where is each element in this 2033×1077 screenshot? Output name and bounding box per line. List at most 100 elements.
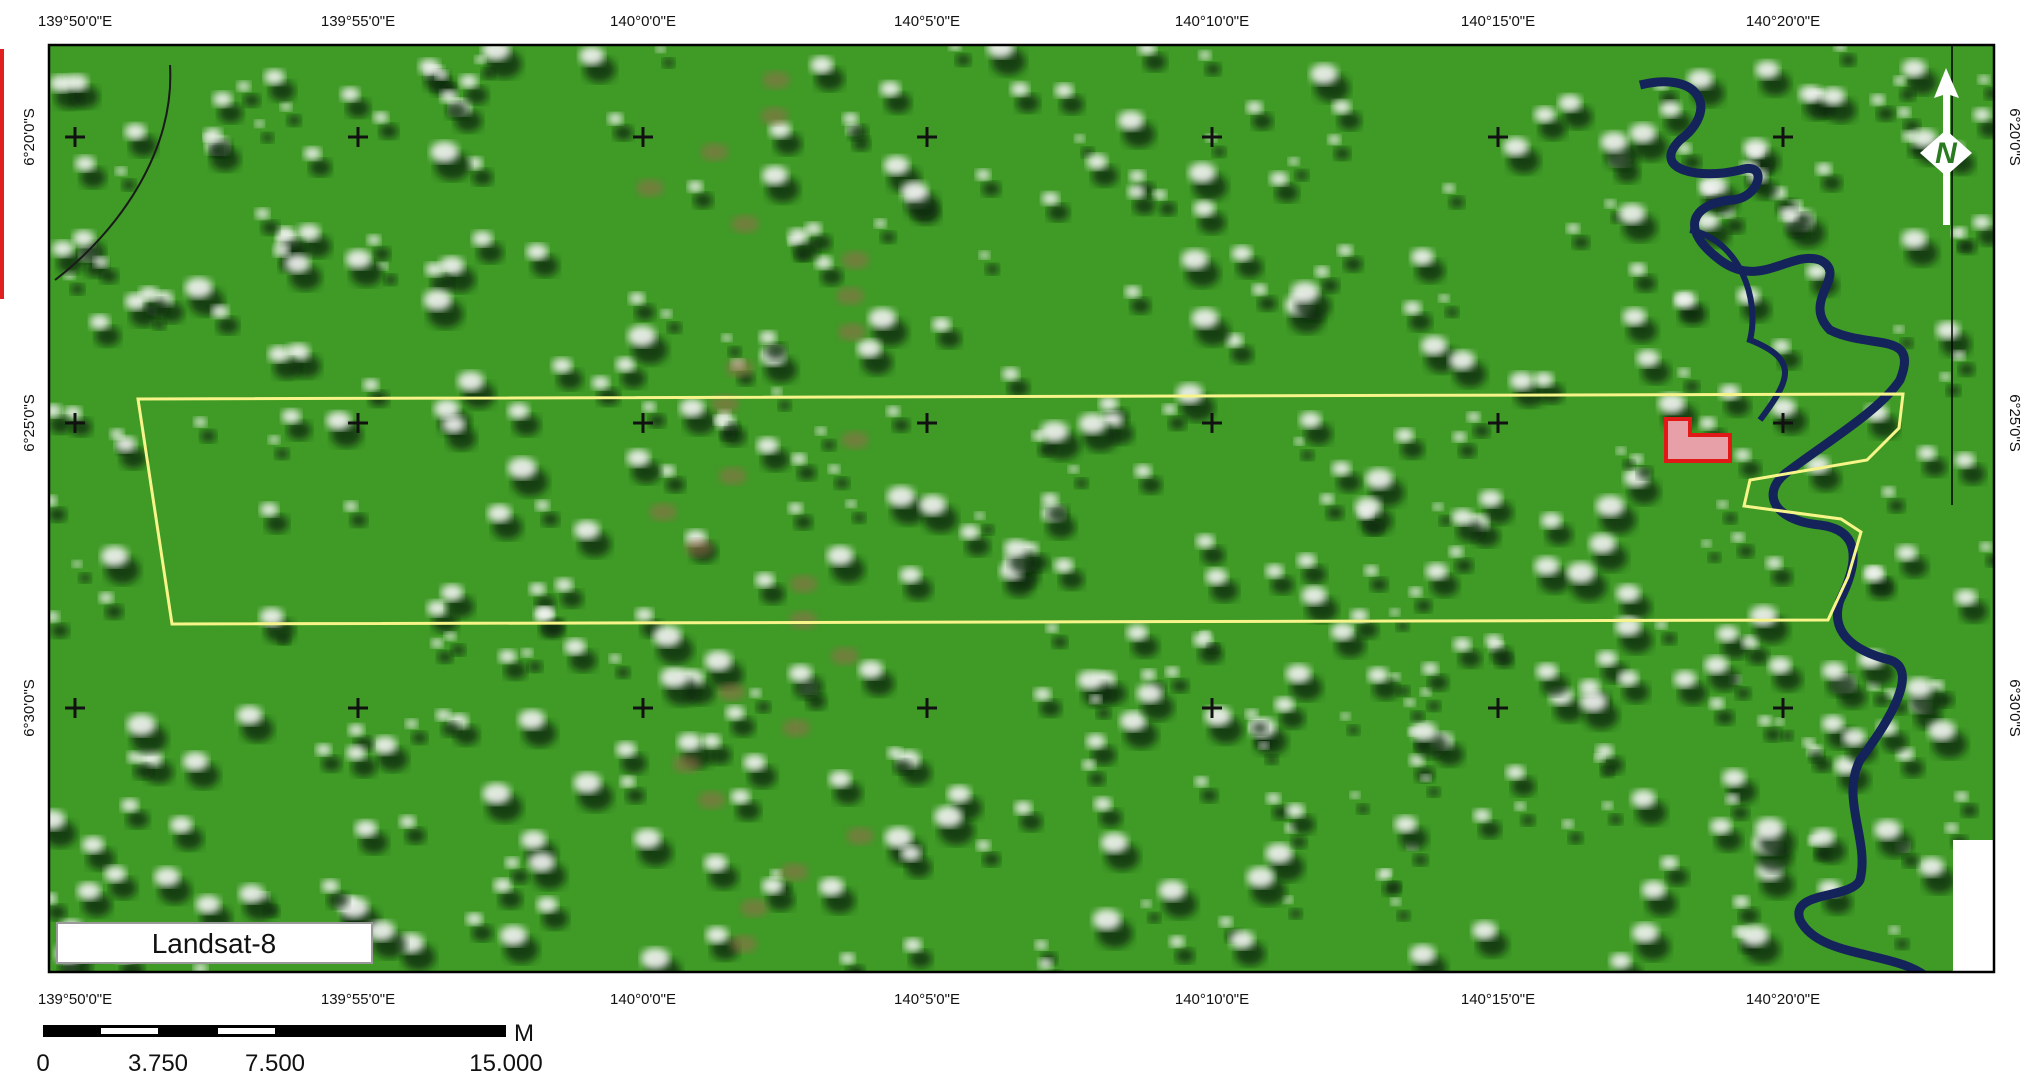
- cloud: [828, 770, 852, 788]
- cloud: [373, 111, 389, 123]
- cloud: [1082, 759, 1096, 770]
- cloud: [1677, 368, 1690, 377]
- cloud-shadow: [383, 274, 398, 286]
- cloud: [346, 745, 366, 761]
- cloud: [399, 815, 416, 828]
- cloud-shadow: [1888, 499, 1905, 513]
- cloud-shadow: [51, 623, 69, 638]
- cloud: [120, 798, 139, 812]
- cloud: [635, 608, 654, 622]
- cloud-shadow: [1738, 544, 1754, 558]
- cloud: [430, 141, 459, 163]
- cloud: [634, 828, 661, 849]
- cloud: [115, 436, 137, 452]
- cloud-shadow: [471, 924, 493, 942]
- cloud-shadow: [1210, 579, 1239, 602]
- grid-cross: [1488, 127, 1508, 147]
- cloud-shadow: [1449, 196, 1465, 209]
- cloud: [1432, 502, 1443, 511]
- cloud-shadow: [1099, 809, 1122, 827]
- cloud-shadow: [1946, 385, 1961, 397]
- cloud: [660, 667, 688, 688]
- cloud-shadow: [1295, 169, 1309, 181]
- cloud: [1034, 940, 1048, 950]
- cloud: [115, 166, 127, 176]
- clearing: [789, 575, 818, 593]
- cloud-shadow: [87, 847, 115, 870]
- cloud-shadow: [955, 54, 971, 66]
- clearing: [700, 143, 729, 161]
- cloud-shadow: [373, 247, 391, 261]
- cloud: [1566, 223, 1580, 234]
- cloud: [507, 457, 537, 479]
- cloud: [1798, 85, 1822, 103]
- cloud-shadow: [1445, 307, 1459, 318]
- cloud: [1205, 568, 1228, 585]
- cloud-shadow: [1399, 827, 1428, 850]
- cloud-shadow: [346, 98, 370, 118]
- cloud: [1806, 263, 1828, 280]
- cloud: [474, 55, 486, 64]
- cloud: [1086, 733, 1106, 749]
- cloud-shadow: [1207, 643, 1220, 654]
- cloud: [607, 113, 623, 125]
- cloud: [1881, 486, 1896, 497]
- cloud: [442, 415, 466, 434]
- river: [1638, 77, 1928, 972]
- cloud-shadow: [70, 283, 85, 295]
- cloud-shadow: [1961, 803, 1978, 818]
- cloud-shadow: [1683, 155, 1701, 170]
- cloud-shadow: [200, 976, 217, 990]
- cloud: [259, 502, 279, 517]
- cloud: [344, 501, 358, 512]
- cloud: [1863, 566, 1885, 583]
- cloud-shadow: [1731, 806, 1749, 820]
- cloud-shadow: [541, 512, 559, 527]
- cloud: [1722, 769, 1746, 787]
- cloud: [526, 243, 548, 260]
- grid-cross: [917, 127, 937, 147]
- cloud: [819, 877, 844, 897]
- cloud: [1768, 656, 1792, 674]
- cloud-shadow: [1363, 519, 1384, 536]
- cloud: [787, 228, 809, 244]
- cloud: [435, 709, 451, 721]
- cloud-shadow: [1304, 423, 1332, 445]
- cloud: [139, 286, 159, 301]
- cloud: [1288, 157, 1299, 166]
- cloud: [431, 638, 444, 648]
- cloud: [1952, 227, 1967, 238]
- cloud-shadow: [273, 357, 301, 380]
- cloud: [100, 546, 129, 567]
- cloud: [1282, 896, 1293, 904]
- cloud: [354, 820, 378, 837]
- cloud-shadow: [1708, 552, 1721, 563]
- river-branch: [1689, 227, 1788, 422]
- cloud: [1602, 801, 1613, 810]
- cloud-shadow: [981, 524, 994, 535]
- cloud-shadow: [465, 86, 488, 105]
- cloud-shadow: [360, 831, 388, 854]
- cloud: [1579, 679, 1601, 696]
- cloud: [1141, 900, 1152, 908]
- cloud-shadow: [1409, 312, 1432, 331]
- cloud-shadow: [1840, 54, 1856, 67]
- cloud: [788, 664, 813, 683]
- cloud-shadow: [1175, 948, 1195, 964]
- grid-cross: [1488, 413, 1508, 433]
- cloud: [1618, 203, 1646, 224]
- cloud-shadow: [446, 595, 474, 618]
- cloud: [979, 251, 990, 260]
- cloud-shadow: [1473, 424, 1490, 438]
- clearing: [780, 863, 809, 881]
- north-label: N: [1935, 137, 1958, 170]
- cloud-shadow: [557, 369, 583, 390]
- clearing: [841, 431, 870, 449]
- cloud: [1955, 589, 1977, 606]
- cloud-shadow: [885, 92, 911, 114]
- grid-cross: [1773, 413, 1793, 433]
- cloud-shadow: [269, 80, 296, 102]
- cloud: [730, 789, 751, 804]
- cloud-shadow: [1568, 832, 1583, 844]
